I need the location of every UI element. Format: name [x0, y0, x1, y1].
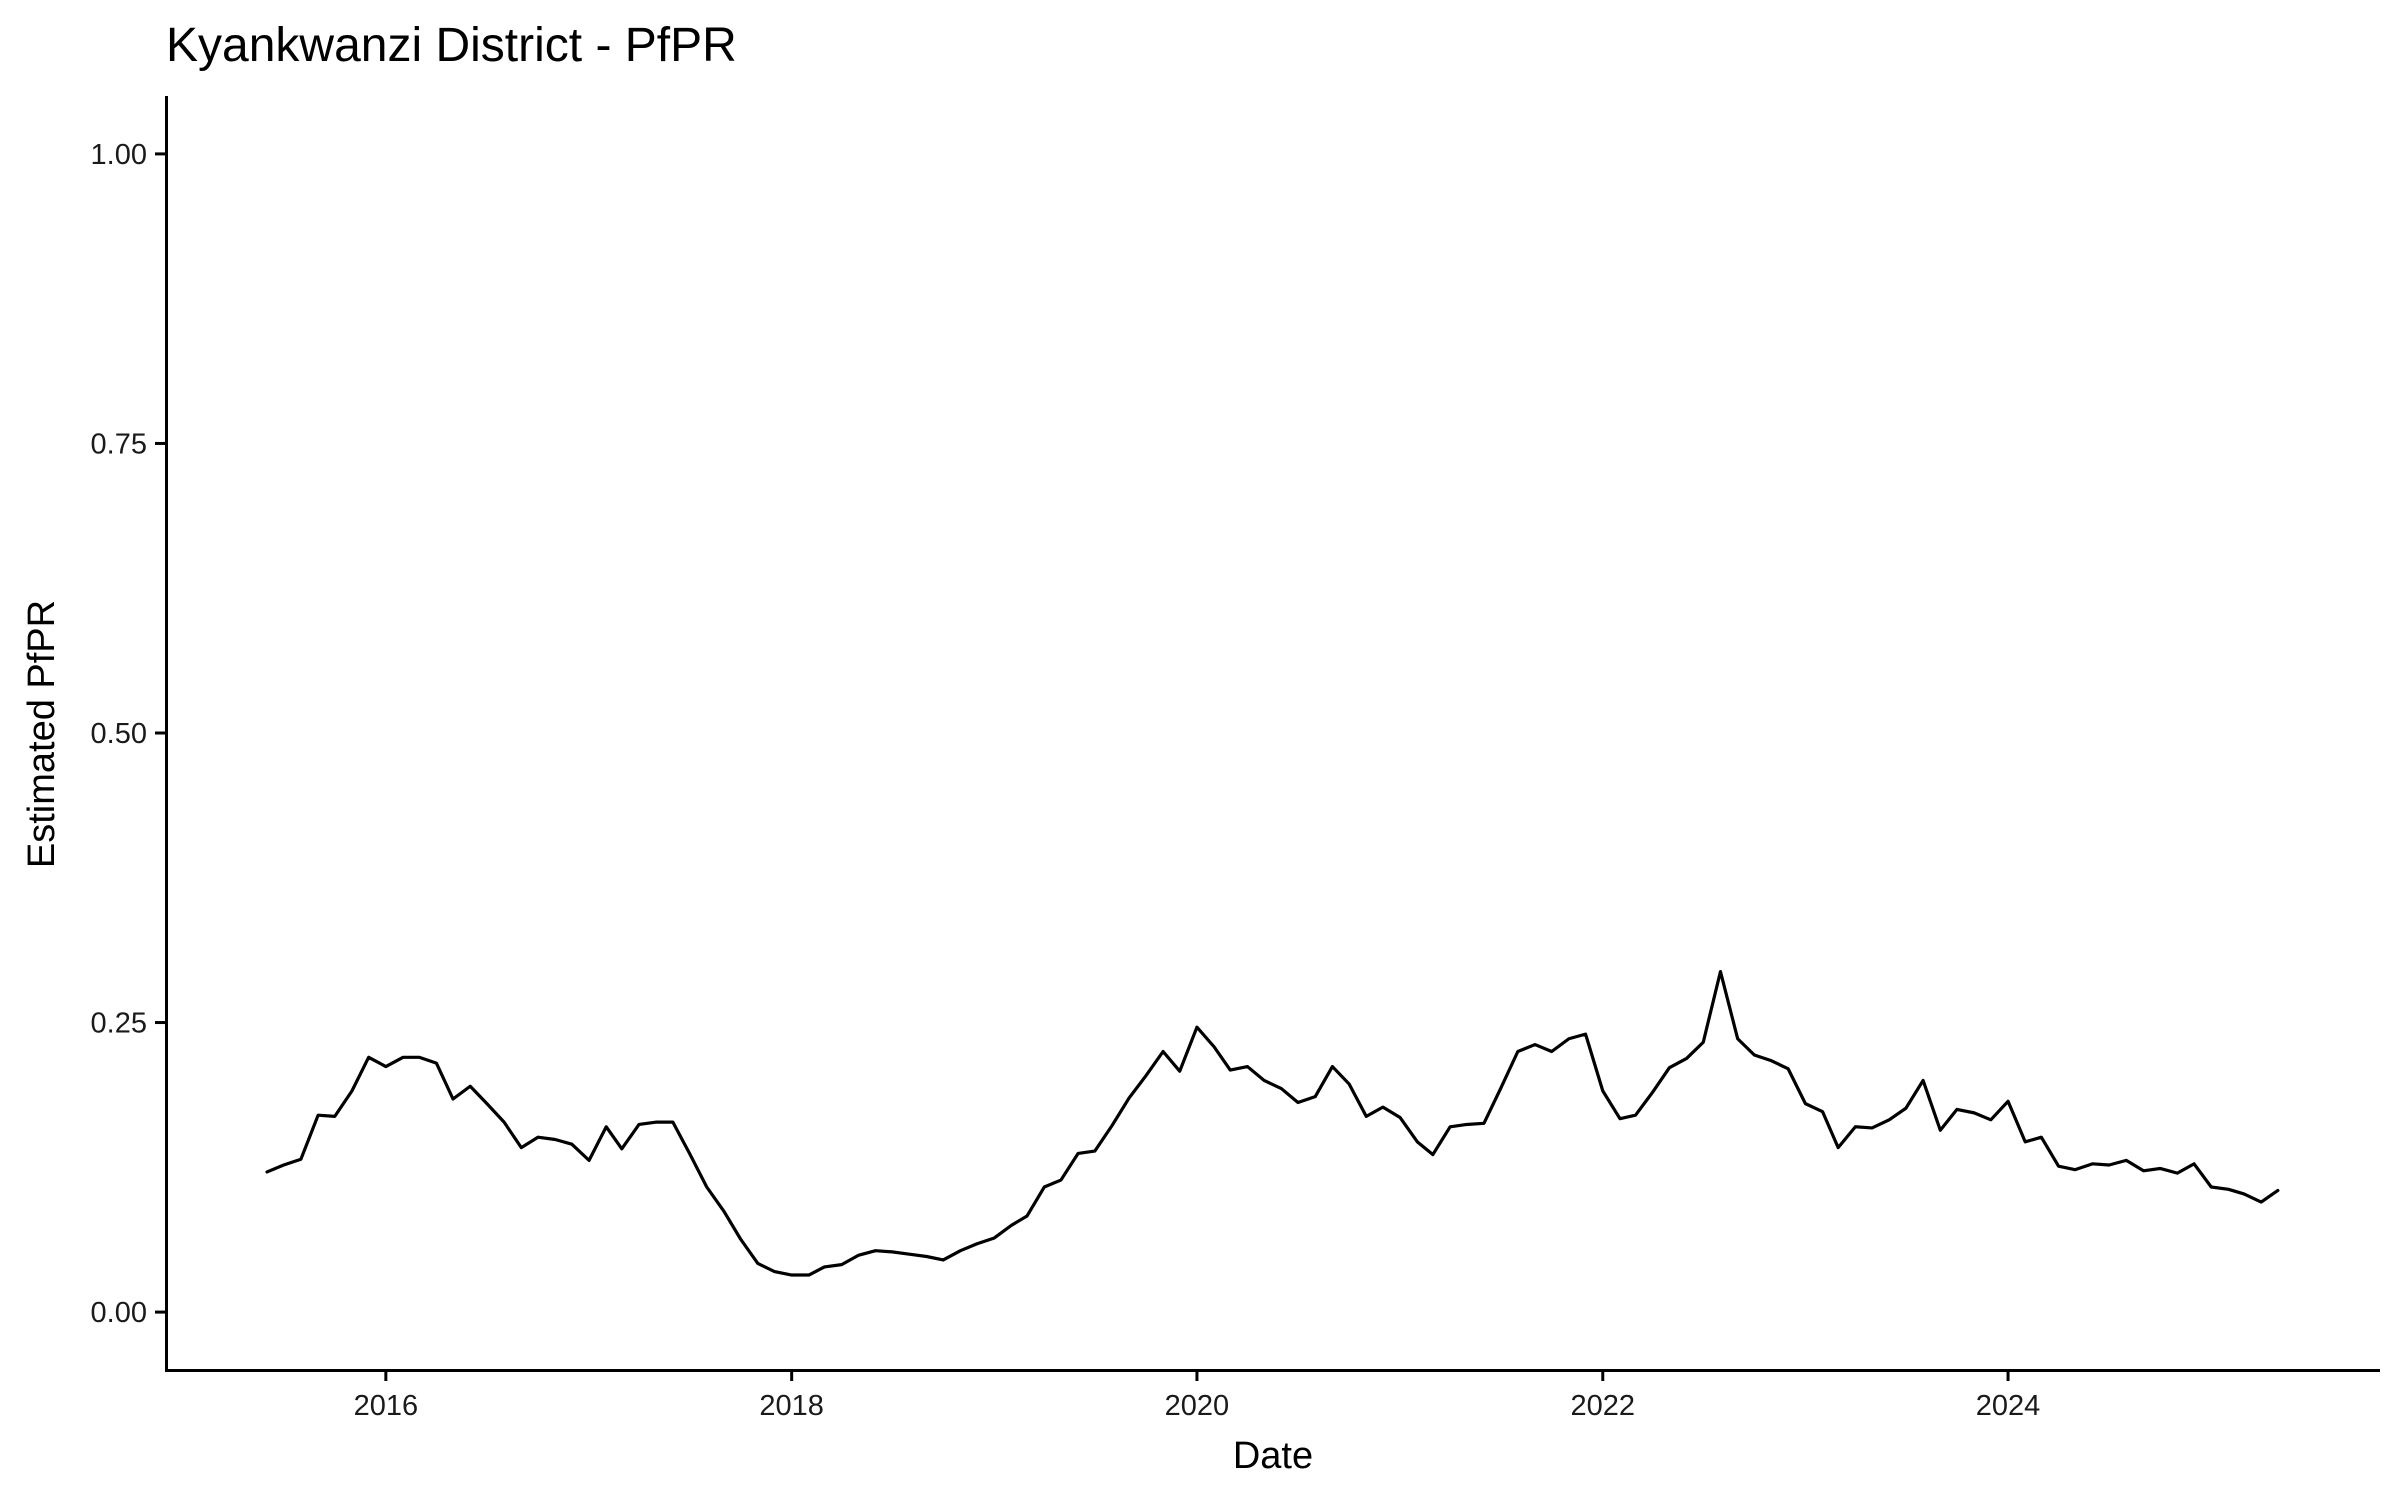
y-tick-label: 0.50	[91, 718, 147, 750]
x-tick-label: 2024	[1976, 1390, 2041, 1422]
chart-title: Kyankwanzi District - PfPR	[166, 19, 737, 72]
x-tick-label: 2020	[1165, 1390, 1230, 1422]
x-axis-title: Date	[1233, 1435, 1313, 1477]
y-tick-label: 0.75	[91, 428, 147, 460]
x-axis: 2016 2018 2020 2022 2024	[354, 1370, 2041, 1422]
y-tick-label: 0.25	[91, 1008, 147, 1040]
x-tick-label: 2022	[1571, 1390, 1636, 1422]
y-tick-label: 1.00	[91, 139, 147, 171]
y-tick-label: 0.00	[91, 1297, 147, 1329]
y-axis-title: Estimated PfPR	[21, 600, 63, 868]
x-tick-label: 2016	[354, 1390, 419, 1422]
y-axis: 0.00 0.25 0.50 0.75 1.00	[91, 139, 166, 1329]
series-line	[265, 969, 2280, 1277]
x-tick-label: 2018	[759, 1390, 824, 1422]
